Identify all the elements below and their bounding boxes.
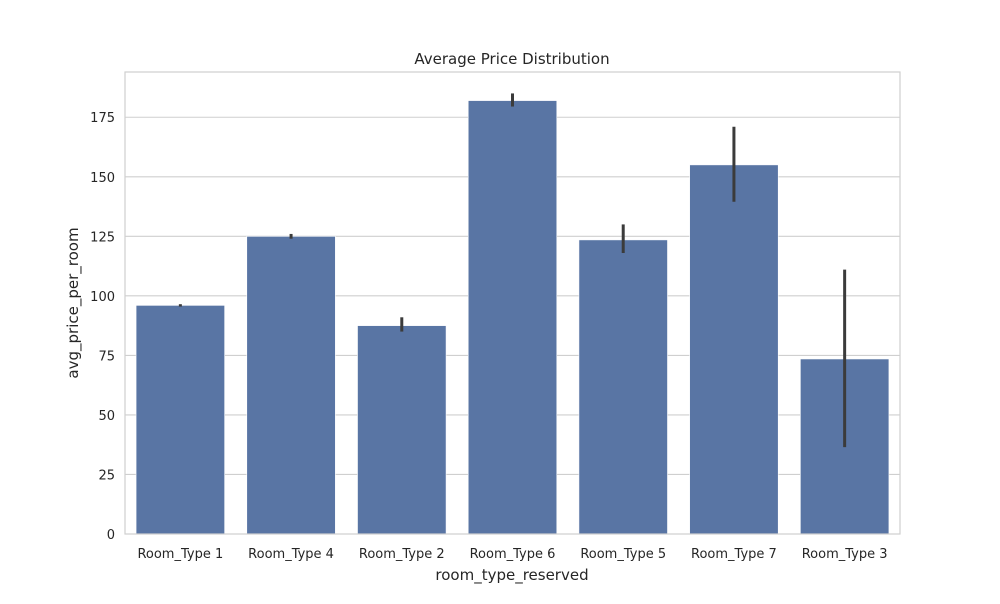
x-tick-label: Room_Type 2 xyxy=(359,547,445,562)
error-bar-layer xyxy=(178,93,847,448)
bar-room-type-7 xyxy=(689,164,779,535)
y-tick-label: 125 xyxy=(90,230,115,245)
y-tick-label: 75 xyxy=(98,349,115,364)
y-tick-label: 175 xyxy=(90,111,115,126)
y-tick-labels: 0 25 50 75 100 125 150 175 xyxy=(90,111,115,543)
axes-frame xyxy=(124,71,901,535)
chart-title: Average Price Distribution xyxy=(414,50,609,68)
bar-room-type-4 xyxy=(246,236,336,535)
y-tick-label: 50 xyxy=(98,409,115,424)
y-tick-label: 100 xyxy=(90,290,115,305)
y-axis-label: avg_price_per_room xyxy=(64,227,83,378)
y-tick-label: 25 xyxy=(98,468,115,483)
y-tick-label: 150 xyxy=(90,171,115,186)
bar-layer xyxy=(135,100,890,535)
y-tick-label: 0 xyxy=(107,528,115,543)
x-tick-label: Room_Type 4 xyxy=(248,547,334,562)
bar-room-type-5 xyxy=(578,239,668,535)
x-tick-label: Room_Type 1 xyxy=(137,547,223,562)
x-axis-label: room_type_reserved xyxy=(435,566,588,585)
bar-room-type-6 xyxy=(467,100,558,535)
x-tick-label: Room_Type 3 xyxy=(802,547,888,562)
x-tick-label: Room_Type 7 xyxy=(691,547,777,562)
x-tick-label: Room_Type 6 xyxy=(470,547,556,562)
x-tick-labels: Room_Type 1 Room_Type 4 Room_Type 2 Room_Ty… xyxy=(137,547,887,562)
x-tick-label: Room_Type 5 xyxy=(580,547,666,562)
bar-room-type-1 xyxy=(135,305,225,535)
bar-room-type-2 xyxy=(357,325,447,535)
